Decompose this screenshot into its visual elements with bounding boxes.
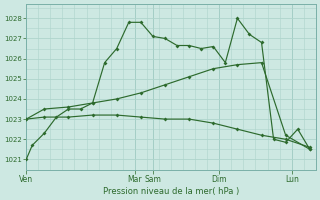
X-axis label: Pression niveau de la mer( hPa ): Pression niveau de la mer( hPa ) [103,187,239,196]
